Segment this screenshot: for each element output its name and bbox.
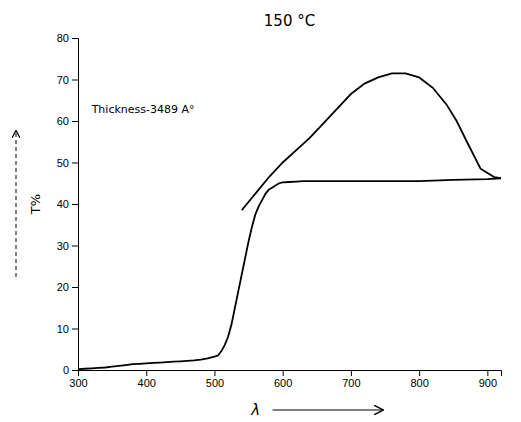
chart: 300 400 500 600 700 800 900 0 10 20 30 40 50 60 70 80 15… <box>0 0 521 422</box>
tick-mark <box>146 370 147 376</box>
tick-label: 600 <box>274 377 292 389</box>
tick-mark <box>72 246 78 247</box>
tick-mark <box>72 121 78 122</box>
tick: 600 <box>274 370 292 389</box>
tick-mark <box>72 204 78 205</box>
tick: 60 <box>57 115 78 127</box>
tick: 400 <box>138 370 156 389</box>
tick-label: 10 <box>57 323 69 335</box>
tick-mark <box>419 370 420 376</box>
tick-label: 400 <box>138 377 156 389</box>
y-axis-line <box>72 39 79 371</box>
annotation: Thickness-3489 A° <box>91 103 195 116</box>
tick-label: 800 <box>410 377 428 389</box>
line <box>78 178 501 369</box>
tick: 30 <box>57 240 78 252</box>
tick: 700 <box>342 370 360 389</box>
tick-mark <box>72 370 78 371</box>
tick: 800 <box>410 370 428 389</box>
y-axis-title: T% <box>28 194 43 215</box>
tick: 50 <box>57 157 78 169</box>
tick-mark <box>72 38 78 39</box>
tick-label: 300 <box>69 377 87 389</box>
tick-label: 80 <box>57 32 69 44</box>
tick: 40 <box>57 198 78 210</box>
tick: 300 <box>69 370 87 389</box>
y-axis: 0 10 20 30 40 50 60 70 80 <box>57 32 79 376</box>
tick-mark <box>351 370 352 376</box>
tick-label: 500 <box>206 377 224 389</box>
tick-mark <box>214 370 215 376</box>
title: 150 °C <box>264 12 315 30</box>
tick-label: 50 <box>57 157 69 169</box>
tick-label: 60 <box>57 115 69 127</box>
tick: 10 <box>57 323 78 335</box>
tick-mark <box>72 329 78 330</box>
tick-mark <box>72 163 78 164</box>
y-arrow <box>16 131 17 277</box>
x-axis-line <box>79 371 502 377</box>
tick-label: 70 <box>57 74 69 86</box>
tick-mark <box>72 287 78 288</box>
tick-mark <box>283 370 284 376</box>
tick: 900 <box>479 370 497 389</box>
tick: 0 <box>63 364 78 376</box>
x-arrow <box>273 409 383 410</box>
line <box>242 73 501 210</box>
tick-mark <box>487 370 488 376</box>
plot-area <box>78 73 501 369</box>
tick-label: 700 <box>342 377 360 389</box>
tick: 70 <box>57 74 78 86</box>
tick: 80 <box>57 32 78 44</box>
tick-label: 20 <box>57 281 69 293</box>
x-axis-title: λ <box>250 401 260 419</box>
tick-label: 40 <box>57 198 69 210</box>
tick: 500 <box>206 370 224 389</box>
tick-label: 0 <box>63 364 69 376</box>
x-axis: 300 400 500 600 700 800 900 <box>69 370 501 389</box>
tick-mark <box>72 80 78 81</box>
tick-label: 900 <box>479 377 497 389</box>
tick-label: 30 <box>57 240 69 252</box>
tick: 20 <box>57 281 78 293</box>
